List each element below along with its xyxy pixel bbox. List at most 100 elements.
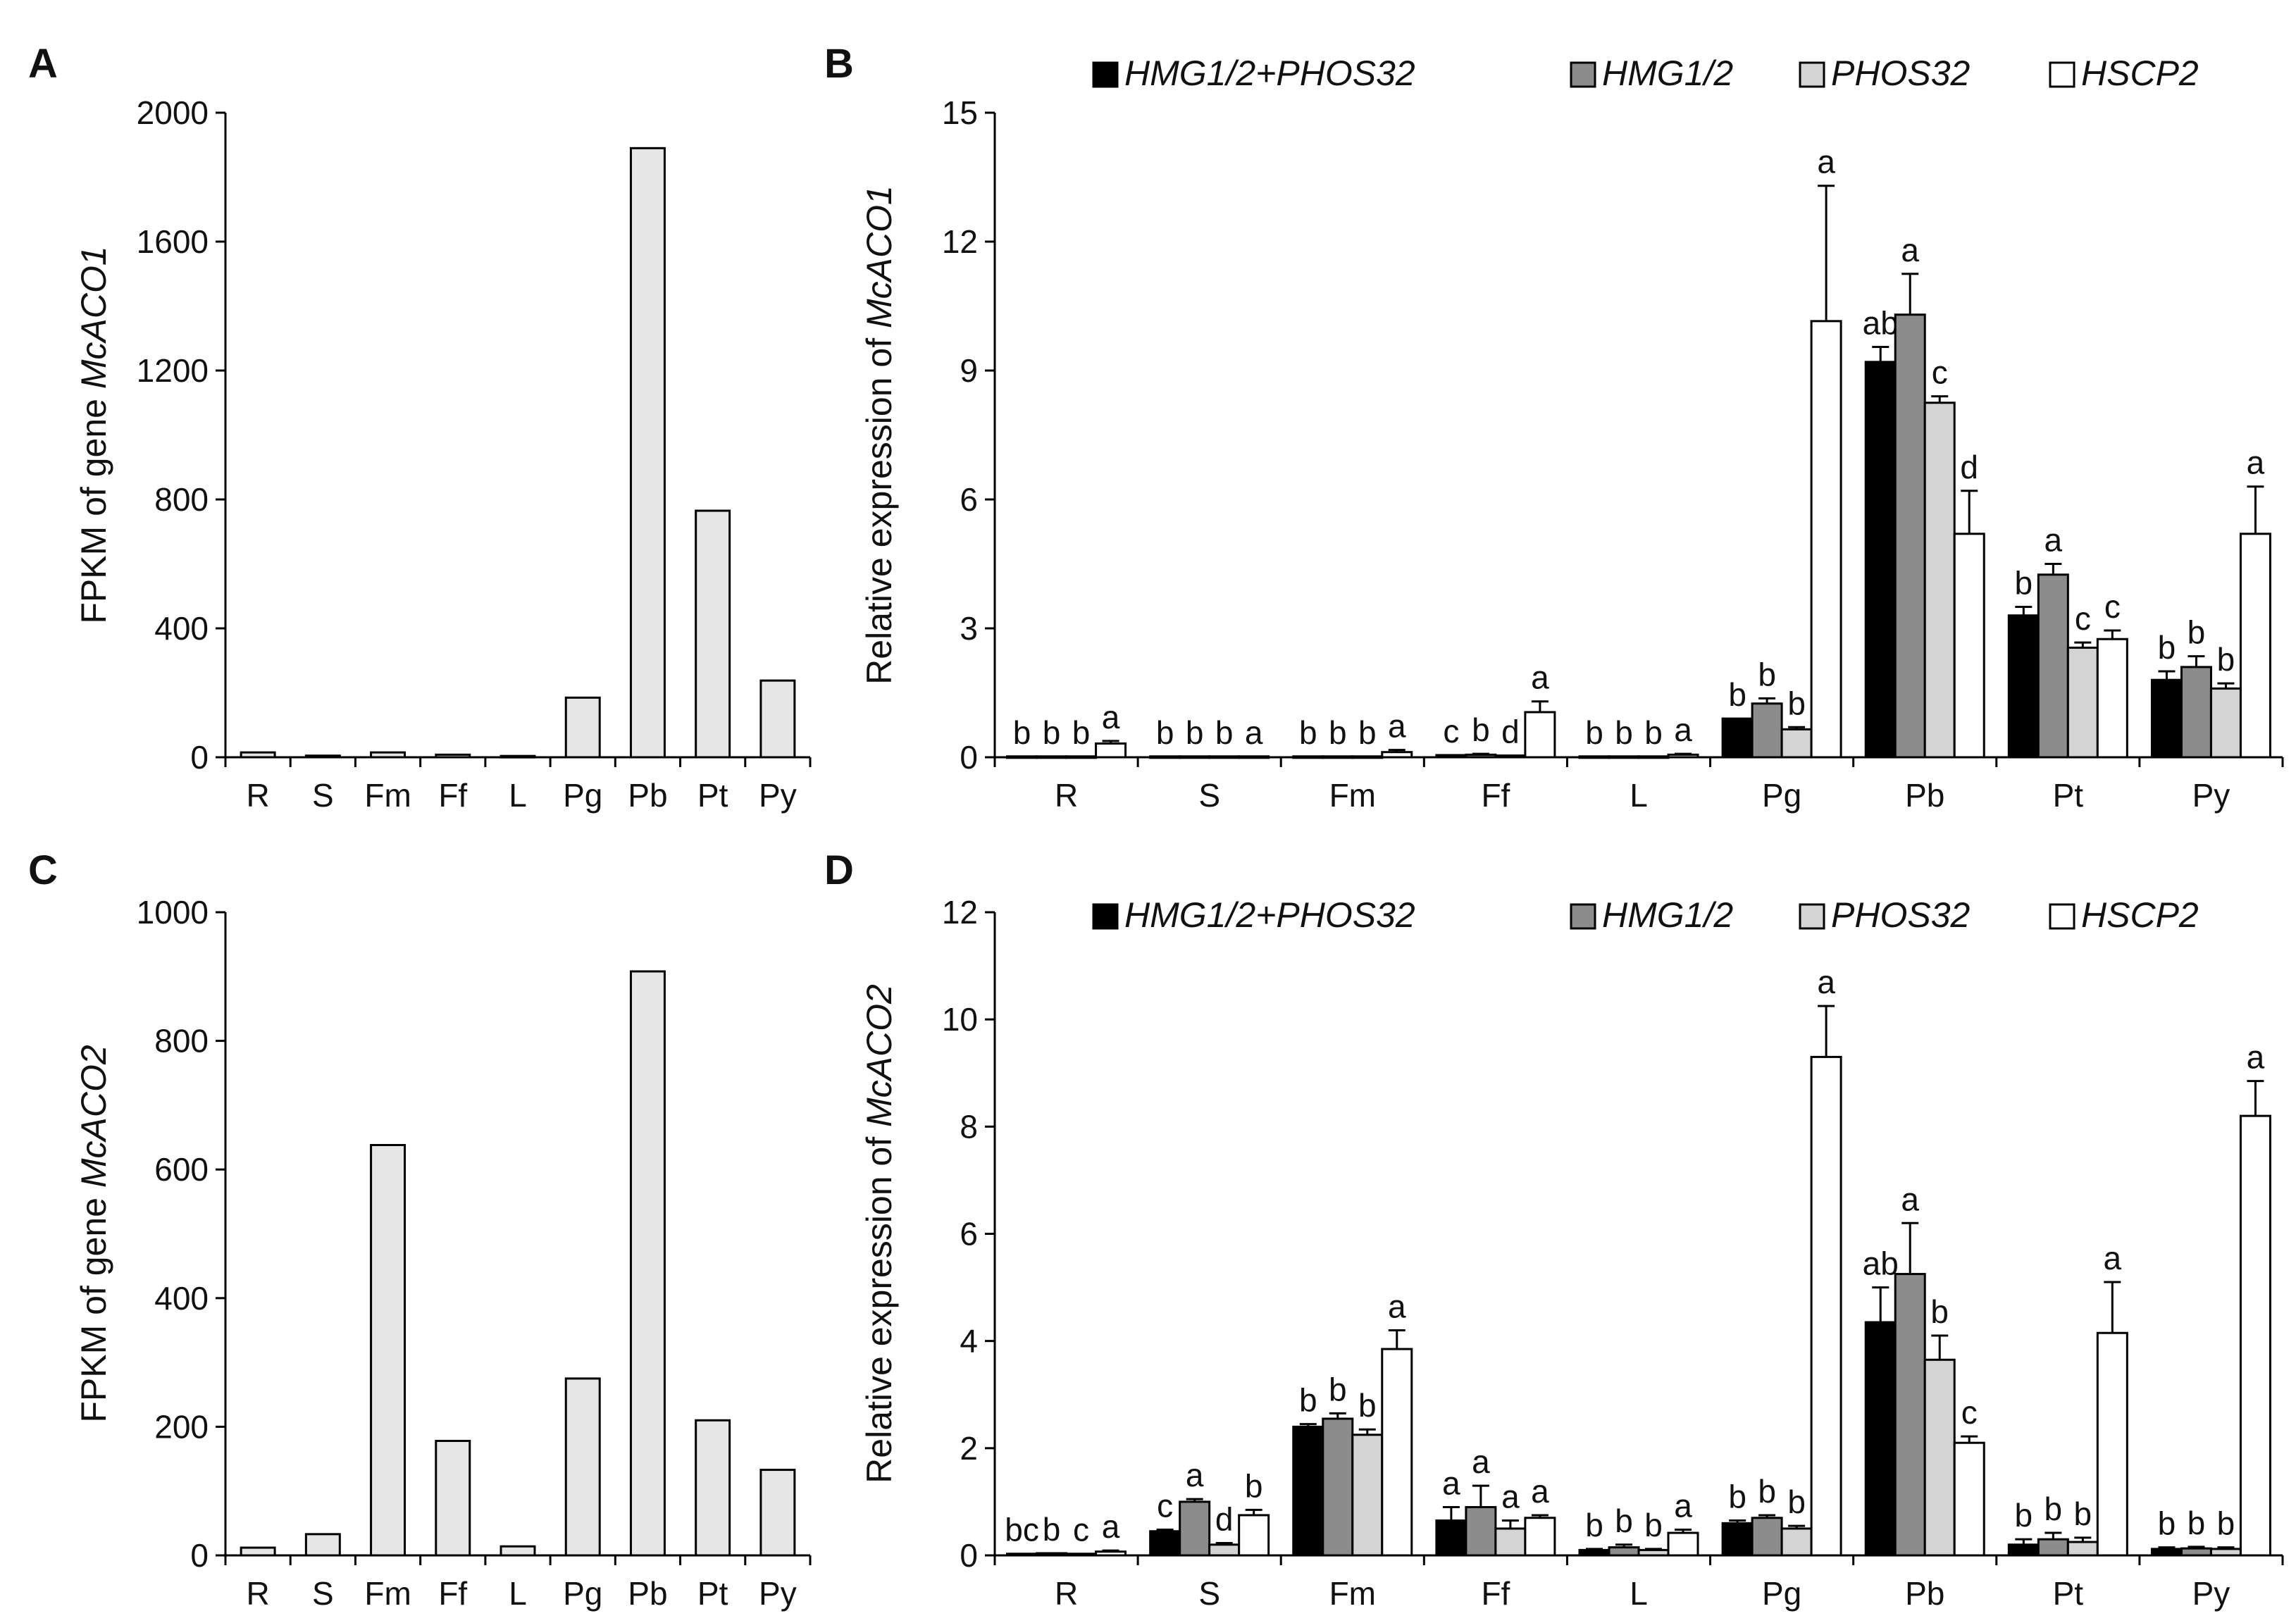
y-tick-label: 1600 — [137, 223, 209, 260]
significance-letter: a — [1674, 1487, 1692, 1524]
bar-Pt-series-2 — [2066, 646, 2099, 759]
bar-Pt — [695, 509, 731, 759]
y-axis-title-prefix: FPKM of gene — [74, 389, 113, 624]
legend-swatch-1 — [1570, 903, 1596, 930]
bar-R-series-3 — [1095, 1550, 1127, 1557]
significance-letter: a — [1102, 1508, 1120, 1545]
bar-L — [499, 754, 536, 759]
significance-letter: b — [2158, 629, 2176, 666]
bar-S-series-2 — [1208, 1543, 1241, 1557]
bar-Fm-series-0 — [1292, 1425, 1324, 1557]
legend-swatch-3 — [2049, 903, 2075, 930]
bar-R-series-0 — [1006, 755, 1038, 759]
bar-S-series-3 — [1238, 1514, 1270, 1557]
significance-letter: ab — [1863, 304, 1899, 341]
significance-letter: b — [2188, 614, 2206, 651]
x-tick-label: Py — [759, 1575, 797, 1612]
bar-Pb-series-0 — [1864, 361, 1897, 759]
significance-letter: b — [1245, 1467, 1263, 1504]
significance-letter: b — [1585, 714, 1603, 751]
y-axis-title-prefix: Relative expression of — [860, 1127, 899, 1484]
bar-Fm — [370, 751, 407, 759]
significance-letter: b — [1615, 1503, 1633, 1539]
y-tick-label: 8 — [960, 1108, 978, 1145]
bar-Fm-series-1 — [1322, 1417, 1354, 1557]
bar-Pg — [564, 1377, 601, 1557]
significance-letter: b — [1728, 676, 1746, 713]
significance-letter: b — [2217, 641, 2235, 678]
x-tick-label: Pg — [563, 1575, 602, 1612]
bar-L-series-2 — [1637, 755, 1670, 759]
significance-letter: b — [2044, 1491, 2063, 1527]
bar-R-series-2 — [1065, 755, 1098, 759]
x-tick-label: Fm — [364, 777, 411, 814]
x-tick-label: Pg — [563, 777, 602, 814]
significance-letter: bc — [1005, 1512, 1039, 1548]
significance-letter: a — [1674, 711, 1692, 748]
x-tick-label: Ff — [1481, 777, 1510, 814]
significance-letter: b — [1585, 1507, 1603, 1543]
bar-S — [304, 754, 341, 759]
bar-Pb-series-3 — [1953, 533, 1985, 759]
significance-letter: c — [2104, 588, 2121, 625]
significance-letter: a — [2104, 1240, 2122, 1276]
y-tick-label: 6 — [960, 1216, 978, 1252]
bar-Pt-series-1 — [2037, 1538, 2069, 1557]
legend-swatch-1 — [1570, 61, 1596, 88]
bar-Py-series-0 — [2150, 678, 2183, 759]
bar-S-series-1 — [1179, 755, 1211, 759]
significance-letter: b — [1787, 685, 1806, 721]
panel-b-relative-expression-mcaco1: B 0 3 6 9 12 15 R S Fm Ff L Pg Pb Pt Py Relative express… — [824, 41, 2284, 814]
y-tick-label: 3 — [960, 610, 978, 647]
bar-R — [240, 751, 276, 759]
x-tick-label: Pb — [1905, 1575, 1944, 1612]
significance-letter: a — [2247, 444, 2265, 481]
significance-letter: b — [1215, 714, 1234, 751]
bar-Pb-series-0 — [1864, 1321, 1897, 1557]
bar-Pg-series-2 — [1780, 1527, 1813, 1557]
x-tick-label: Ff — [438, 777, 467, 814]
bar-S-series-3 — [1238, 755, 1270, 759]
significance-letter: d — [1960, 449, 1978, 485]
significance-letter: a — [1531, 659, 1549, 696]
x-tick-label: L — [1630, 777, 1648, 814]
bar-Pb-series-1 — [1894, 313, 1926, 759]
panel-d-relative-expression-mcaco2: D 0 2 4 6 8 10 12 R S Fm Ff L Pg Pb Pt Py Relative expres… — [824, 847, 2284, 1612]
significance-letter: b — [1299, 1382, 1317, 1419]
panel-letter: C — [28, 847, 58, 893]
y-tick-label: 400 — [154, 610, 209, 647]
bar-Py-series-3 — [2239, 1114, 2271, 1557]
significance-letter: c — [2075, 600, 2091, 637]
legend-label-0: HMG1/2+PHOS32 — [1124, 895, 1415, 935]
bar-Fm-series-3 — [1381, 1348, 1413, 1557]
bar-Py — [759, 1469, 796, 1557]
y-tick-label: 9 — [960, 352, 978, 389]
significance-letter: b — [2217, 1505, 2235, 1542]
significance-letter: b — [2015, 1497, 2033, 1534]
significance-letter: b — [1758, 656, 1776, 692]
bar-R — [240, 1546, 276, 1557]
legend-label-1: HMG1/2 — [1602, 895, 1733, 935]
x-tick-label: Fm — [364, 1575, 411, 1612]
bar-L-series-3 — [1667, 1531, 1699, 1557]
y-tick-label: 0 — [960, 1537, 978, 1574]
bar-Fm-series-2 — [1351, 755, 1384, 759]
y-tick-label: 10 — [942, 1001, 978, 1038]
bar-L-series-0 — [1578, 1548, 1611, 1557]
y-tick-label: 4 — [960, 1323, 978, 1360]
panel-letter: D — [824, 847, 854, 893]
significance-letter: b — [1758, 1473, 1776, 1510]
y-axis-title: Relative expression of McACO1 — [860, 185, 899, 685]
legend-label-2: PHOS32 — [1831, 54, 1971, 93]
bar-S-series-0 — [1149, 755, 1181, 759]
significance-letter: a — [1817, 964, 1835, 1000]
significance-letter: b — [1329, 714, 1347, 751]
bar-Pb-series-1 — [1894, 1273, 1926, 1557]
legend-label-2: PHOS32 — [1831, 895, 1971, 935]
x-tick-label: S — [1198, 777, 1220, 814]
y-tick-label: 400 — [154, 1280, 209, 1317]
significance-letter: ab — [1863, 1245, 1899, 1282]
bar-Ff-series-0 — [1435, 754, 1467, 759]
bar-Pt-series-3 — [2096, 638, 2128, 759]
y-axis-title: FPKM of gene McACO2 — [74, 1045, 113, 1423]
